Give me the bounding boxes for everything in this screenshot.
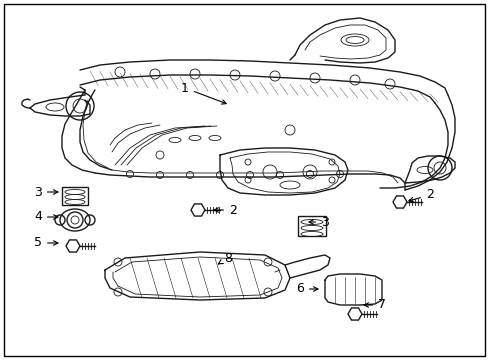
Text: 3: 3 [34,185,58,198]
Text: 5: 5 [34,237,58,249]
Text: 1: 1 [181,81,226,104]
Text: 6: 6 [295,283,317,296]
Text: 2: 2 [214,203,237,216]
Text: 7: 7 [363,298,385,311]
Text: 8: 8 [218,252,231,265]
Bar [62,187,88,205]
Text: 2: 2 [408,189,433,202]
Text: 3: 3 [308,216,328,229]
Bar [297,216,325,236]
Text: 4: 4 [34,211,58,224]
